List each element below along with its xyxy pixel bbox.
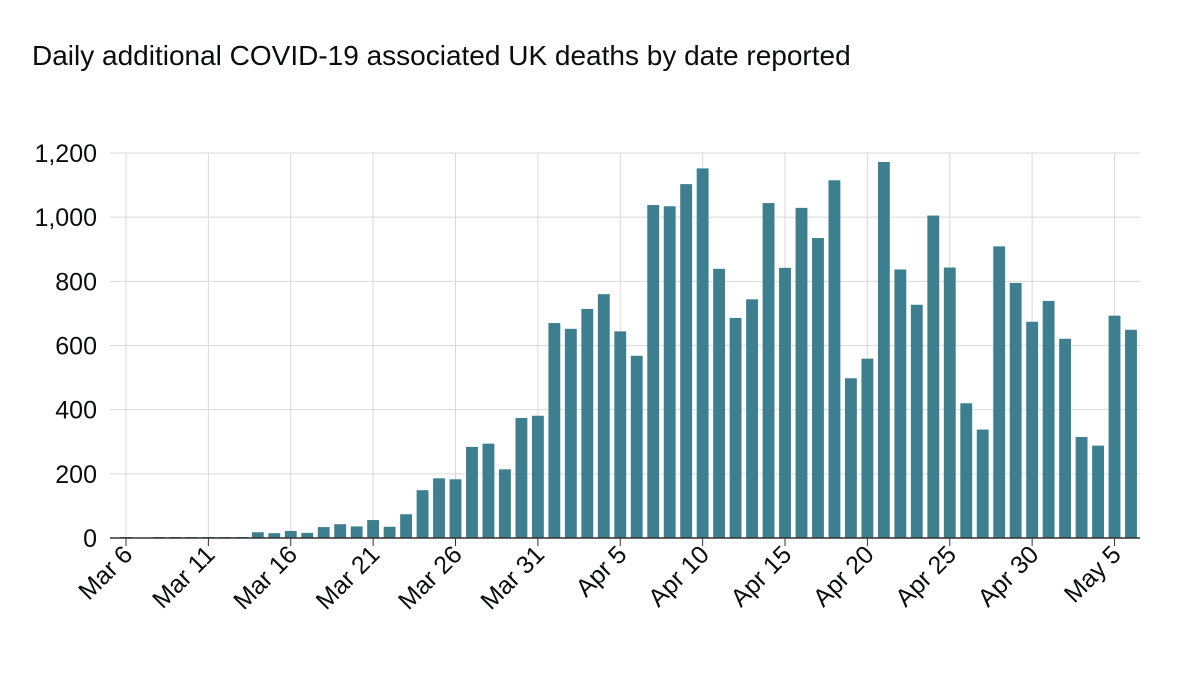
bar (1125, 329, 1137, 538)
bar (1108, 315, 1121, 538)
bar (861, 358, 874, 538)
x-tick-label: Mar 21 (311, 540, 386, 615)
x-axis-ticks: Mar 6 Mar 11 Mar 16 Mar 21 Mar 26 Mar 31 Apr 5… (73, 540, 1127, 615)
bar (531, 415, 544, 538)
y-tick-label: 200 (55, 461, 97, 489)
bar (564, 328, 577, 538)
bar (350, 526, 363, 538)
bar (1009, 282, 1022, 538)
bar (960, 403, 973, 538)
bar (383, 526, 396, 538)
y-tick-label: 600 (55, 333, 97, 361)
chart-title: Daily additional COVID-19 associated UK … (32, 40, 851, 71)
bar (334, 524, 347, 538)
bar (367, 520, 380, 538)
bar (400, 514, 413, 538)
x-tick-label: Apr 15 (725, 540, 797, 612)
bar (1092, 445, 1104, 538)
x-tick-label: May 5 (1059, 540, 1127, 608)
bar (515, 418, 528, 538)
bar (844, 378, 857, 538)
x-tick-label: Mar 26 (393, 540, 468, 615)
bar (449, 479, 462, 538)
bar (877, 161, 890, 538)
x-tick-label: Apr 30 (972, 540, 1044, 612)
x-tick-label: Apr 20 (808, 540, 880, 612)
bar (1075, 436, 1088, 538)
bar (301, 532, 314, 538)
x-tick-label: Apr 10 (643, 540, 715, 612)
bar (1042, 300, 1055, 538)
bar (597, 294, 610, 538)
bar (433, 478, 445, 538)
bar (317, 527, 330, 538)
bar (284, 530, 297, 538)
y-tick-label: 1,000 (34, 204, 97, 232)
bar (812, 238, 824, 539)
bar (976, 429, 989, 538)
bar (696, 168, 709, 538)
bar (416, 490, 429, 538)
bar (268, 533, 281, 538)
x-tick-label: Mar 16 (228, 540, 303, 615)
y-axis-ticks: 0 200 400 600 800 1,000 1,200 (34, 140, 97, 553)
bar (828, 180, 841, 539)
y-tick-label: 800 (55, 268, 97, 296)
bar (894, 269, 907, 538)
bar (713, 268, 726, 538)
y-tick-label: 0 (83, 525, 97, 553)
bar (499, 469, 511, 538)
bar (614, 331, 627, 538)
bars (120, 161, 1137, 539)
bar (729, 317, 742, 538)
x-tick-label: Mar 31 (475, 540, 550, 615)
bar (1059, 338, 1072, 538)
bar (910, 304, 923, 538)
y-tick-label: 400 (55, 397, 97, 425)
bar (795, 207, 808, 539)
bar (482, 443, 495, 538)
bar (746, 299, 758, 538)
x-tick-label: Apr 25 (890, 540, 962, 612)
bar (581, 308, 594, 538)
y-tick-label: 1,200 (34, 140, 97, 168)
bar (1026, 321, 1039, 538)
bar (630, 355, 643, 538)
x-axis (110, 537, 1140, 546)
x-tick-label: Apr 5 (570, 540, 632, 602)
bar (927, 215, 940, 538)
bar (762, 203, 775, 539)
bar (663, 206, 676, 538)
x-tick-label: Mar 11 (147, 540, 221, 614)
bar (647, 204, 660, 538)
bar (251, 532, 264, 538)
bar (680, 184, 693, 538)
bar (943, 267, 956, 538)
bar (993, 246, 1006, 539)
bar (779, 267, 791, 538)
bar (466, 446, 478, 538)
bar (548, 323, 561, 538)
